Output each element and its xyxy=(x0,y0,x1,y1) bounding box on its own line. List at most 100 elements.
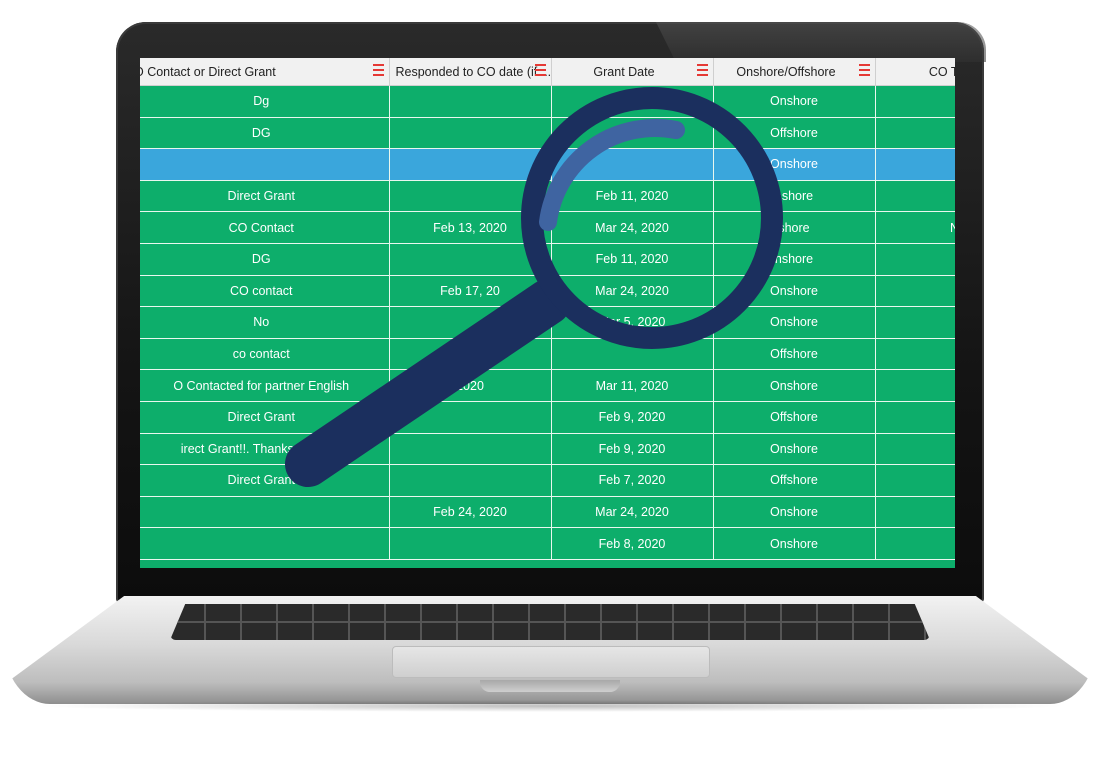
cell-co-team[interactable] xyxy=(875,464,955,497)
cell-co-team[interactable] xyxy=(875,527,955,560)
cell-responded-date[interactable] xyxy=(389,148,552,181)
table-row[interactable]: Direct Grant Feb 11, 2020 nshore xyxy=(140,180,955,213)
cell-onshore-offshore[interactable]: Offshore xyxy=(713,464,876,497)
cell-co-team[interactable] xyxy=(875,275,955,308)
cell-onshore-offshore[interactable]: Onshore xyxy=(713,275,876,308)
cell-onshore-offshore[interactable]: Onshore xyxy=(713,369,876,402)
column-header-onshore-offshore[interactable]: Onshore/Offshore xyxy=(713,58,876,86)
table-row[interactable]: Feb 24, 2020 Mar 24, 2020 Onshore xyxy=(140,496,955,529)
cell-contact[interactable]: Dg xyxy=(140,85,390,118)
cell-co-team[interactable] xyxy=(875,180,955,213)
cell-responded-date[interactable]: Feb 17, 20 xyxy=(389,275,552,308)
cell-co-team[interactable] xyxy=(875,369,955,402)
column-header-responded[interactable]: Responded to CO date (if ... xyxy=(389,58,552,86)
cell-responded-date[interactable]: 2020 xyxy=(389,369,552,402)
cell-onshore-offshore[interactable]: nshore xyxy=(713,243,876,276)
cell-contact[interactable] xyxy=(140,148,390,181)
cell-onshore-offshore[interactable]: Onshore xyxy=(713,527,876,560)
cell-grant-date[interactable]: Mar 11, 2020 xyxy=(551,369,714,402)
cell-grant-date[interactable]: Feb 8, 2020 xyxy=(551,527,714,560)
table-row[interactable]: Onshore xyxy=(140,148,955,181)
column-header-grant-date[interactable]: Grant Date xyxy=(551,58,714,86)
cell-responded-date[interactable] xyxy=(389,338,552,371)
cell-responded-date[interactable] xyxy=(389,243,552,276)
cell-co-team[interactable] xyxy=(875,433,955,466)
table-row[interactable]: co contact Offshore xyxy=(140,338,955,371)
cell-grant-date[interactable] xyxy=(551,85,714,118)
cell-grant-date[interactable]: Feb 7, 2020 xyxy=(551,464,714,497)
cell-contact[interactable]: Direct Grant xyxy=(140,401,390,434)
cell-onshore-offshore[interactable]: Offshore xyxy=(713,401,876,434)
cell-co-team[interactable] xyxy=(875,148,955,181)
cell-grant-date[interactable] xyxy=(551,148,714,181)
cell-contact[interactable]: DG xyxy=(140,117,390,150)
cell-grant-date[interactable] xyxy=(551,117,714,150)
table-row[interactable]: DG Feb 11, 2020 nshore xyxy=(140,243,955,276)
cell-contact[interactable]: irect Grant!!. Thanks to God!! xyxy=(140,433,390,466)
cell-contact[interactable]: DG xyxy=(140,243,390,276)
cell-co-team[interactable] xyxy=(875,85,955,118)
cell-onshore-offshore[interactable]: Offshore xyxy=(713,117,876,150)
hamburger-menu-icon[interactable] xyxy=(858,64,870,77)
hamburger-menu-icon[interactable] xyxy=(696,64,708,77)
column-header-label: Responded to CO date (if ... xyxy=(395,64,551,79)
table-row[interactable]: Direct Grant Feb 9, 2020 Offshore xyxy=(140,401,955,434)
cell-contact[interactable] xyxy=(140,527,390,560)
cell-contact[interactable]: co contact xyxy=(140,338,390,371)
table-row[interactable]: Dg Onshore xyxy=(140,85,955,118)
cell-grant-date[interactable] xyxy=(551,338,714,371)
table-row[interactable]: O Contacted for partner English 2020 Mar 1… xyxy=(140,369,955,402)
hamburger-menu-icon[interactable] xyxy=(534,64,546,77)
cell-contact[interactable]: Direct Grant xyxy=(140,180,390,213)
cell-contact[interactable]: CO contact xyxy=(140,275,390,308)
cell-responded-date[interactable] xyxy=(389,464,552,497)
cell-onshore-offshore[interactable]: nshore xyxy=(713,180,876,213)
cell-onshore-offshore[interactable]: shore xyxy=(713,211,876,244)
cell-co-team[interactable] xyxy=(875,117,955,150)
cell-responded-date[interactable] xyxy=(389,180,552,213)
cell-responded-date[interactable] xyxy=(389,306,552,339)
cell-onshore-offshore[interactable]: Onshore xyxy=(713,148,876,181)
cell-co-team[interactable] xyxy=(875,401,955,434)
cell-co-team[interactable] xyxy=(875,496,955,529)
table-row[interactable]: irect Grant!!. Thanks to God!! Feb 9, 202… xyxy=(140,433,955,466)
column-header-contact[interactable]: O Contact or Direct Grant xyxy=(140,58,390,86)
cell-co-team[interactable] xyxy=(875,338,955,371)
cell-grant-date[interactable]: Feb 9, 2020 xyxy=(551,433,714,466)
cell-contact[interactable]: Direct Grant xyxy=(140,464,390,497)
cell-onshore-offshore[interactable]: Onshore xyxy=(713,433,876,466)
cell-grant-date[interactable]: Mar 24, 2020 xyxy=(551,211,714,244)
cell-grant-date[interactable]: Mar 24, 2020 xyxy=(551,275,714,308)
cell-co-team[interactable] xyxy=(875,243,955,276)
cell-grant-date[interactable]: Feb 11, 2020 xyxy=(551,180,714,213)
cell-grant-date[interactable]: Feb 11, 2020 xyxy=(551,243,714,276)
cell-responded-date[interactable]: Feb 13, 2020 xyxy=(389,211,552,244)
cell-grant-date[interactable]: Feb 9, 2020 xyxy=(551,401,714,434)
cell-contact[interactable] xyxy=(140,496,390,529)
cell-onshore-offshore[interactable]: Onshore xyxy=(713,306,876,339)
cell-onshore-offshore[interactable]: Onshore xyxy=(713,496,876,529)
column-header-co-team[interactable]: CO Te xyxy=(875,58,955,86)
cell-onshore-offshore[interactable]: Onshore xyxy=(713,85,876,118)
cell-contact[interactable]: No xyxy=(140,306,390,339)
table-row[interactable]: No Mar 5, 2020 Onshore xyxy=(140,306,955,339)
cell-responded-date[interactable]: Feb 24, 2020 xyxy=(389,496,552,529)
cell-grant-date[interactable]: Mar 5, 2020 xyxy=(551,306,714,339)
cell-responded-date[interactable] xyxy=(389,401,552,434)
cell-co-team[interactable]: N xyxy=(875,211,955,244)
cell-responded-date[interactable] xyxy=(389,433,552,466)
table-row[interactable]: Feb 8, 2020 Onshore xyxy=(140,527,955,560)
cell-responded-date[interactable] xyxy=(389,85,552,118)
hamburger-menu-icon[interactable] xyxy=(372,64,384,77)
cell-contact[interactable]: CO Contact xyxy=(140,211,390,244)
cell-grant-date[interactable]: Mar 24, 2020 xyxy=(551,496,714,529)
cell-co-team[interactable] xyxy=(875,306,955,339)
table-row[interactable]: DG Offshore xyxy=(140,117,955,150)
cell-onshore-offshore[interactable]: Offshore xyxy=(713,338,876,371)
cell-contact[interactable]: O Contacted for partner English xyxy=(140,369,390,402)
cell-responded-date[interactable] xyxy=(389,117,552,150)
table-row[interactable]: Direct Grant Feb 7, 2020 Offshore xyxy=(140,464,955,497)
cell-responded-date[interactable] xyxy=(389,527,552,560)
table-row[interactable]: CO contact Feb 17, 20 Mar 24, 2020 Onshore xyxy=(140,275,955,308)
